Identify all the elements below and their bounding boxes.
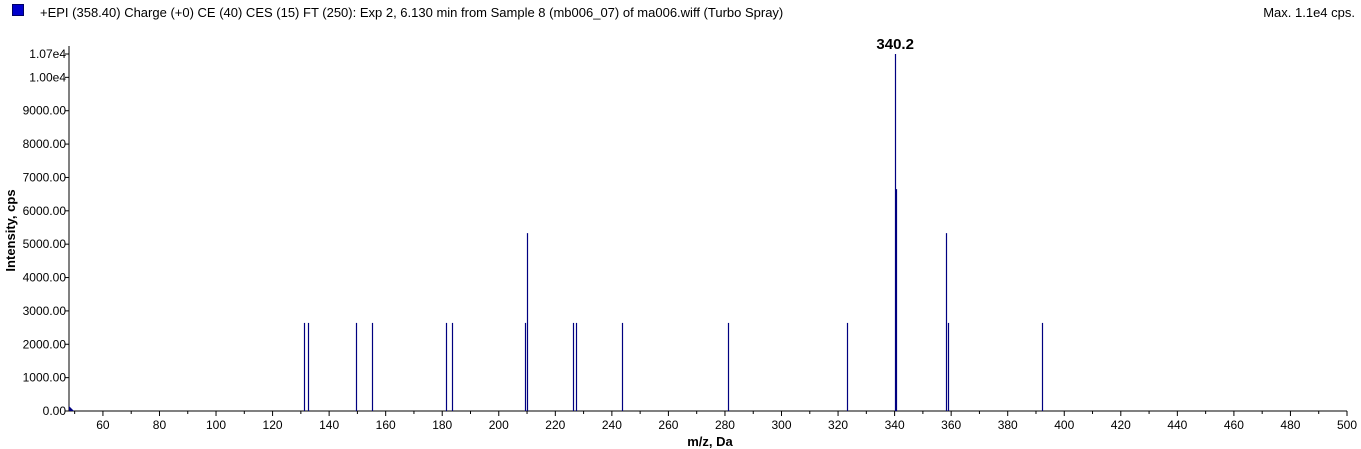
chart-header: +EPI (358.40) Charge (+0) CE (40) CES (1…: [0, 0, 1361, 24]
x-tick-label: 100: [206, 418, 226, 432]
x-tick-label: 220: [545, 418, 565, 432]
x-tick-label: 280: [715, 418, 735, 432]
chart-title: +EPI (358.40) Charge (+0) CE (40) CES (1…: [40, 5, 784, 20]
x-tick-label: 140: [319, 418, 339, 432]
x-tick-label: 320: [828, 418, 848, 432]
x-tick-label: 500: [1337, 418, 1357, 432]
origin-marker-icon: [69, 406, 74, 411]
x-tick-label: 420: [1111, 418, 1131, 432]
y-tick-label: 1.07e4: [29, 47, 66, 61]
x-tick-label: 160: [376, 418, 396, 432]
y-tick-label: 8000.00: [23, 137, 67, 151]
x-tick-label: 300: [771, 418, 791, 432]
series-swatch-icon: [12, 4, 24, 16]
y-axis-title: Intensity, cps: [3, 189, 18, 271]
x-tick-label: 480: [1280, 418, 1300, 432]
x-axis-title: m/z, Da: [687, 434, 733, 449]
x-tick-label: 400: [1054, 418, 1074, 432]
y-tick-label: 1000.00: [23, 371, 67, 385]
x-tick-label: 60: [96, 418, 110, 432]
x-tick-label: 260: [658, 418, 678, 432]
y-tick-label: 0.00: [43, 404, 67, 418]
x-tick-label: 360: [941, 418, 961, 432]
y-tick-label: 1.00e4: [29, 70, 66, 84]
x-tick-label: 80: [153, 418, 167, 432]
y-tick-label: 5000.00: [23, 237, 67, 251]
peak-annotation: 340.2: [876, 36, 914, 53]
x-tick-label: 240: [602, 418, 622, 432]
x-tick-label: 180: [432, 418, 452, 432]
x-tick-label: 380: [998, 418, 1018, 432]
y-tick-label: 2000.00: [23, 337, 67, 351]
y-tick-label: 6000.00: [23, 204, 67, 218]
y-tick-label: 3000.00: [23, 304, 67, 318]
x-tick-label: 440: [1167, 418, 1187, 432]
y-tick-label: 4000.00: [23, 271, 67, 285]
y-tick-label: 9000.00: [23, 104, 67, 118]
x-tick-label: 460: [1224, 418, 1244, 432]
x-tick-label: 120: [263, 418, 283, 432]
y-tick-label: 7000.00: [23, 170, 67, 184]
x-tick-label: 340: [885, 418, 905, 432]
x-tick-label: 200: [489, 418, 509, 432]
max-intensity-label: Max. 1.1e4 cps.: [1263, 5, 1355, 20]
